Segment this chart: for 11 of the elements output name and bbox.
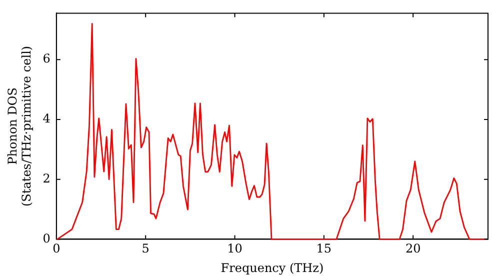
y-tick-label: 6 bbox=[42, 52, 50, 66]
x-tick-label: 0 bbox=[52, 242, 60, 256]
y-tick-label: 2 bbox=[42, 171, 50, 186]
y-axis-title: Phonon DOS (States/THz·primitive cell) bbox=[5, 46, 34, 207]
x-axis-title: Frequency (THz) bbox=[220, 260, 324, 275]
x-tick-label: 20 bbox=[405, 242, 421, 256]
x-tick-label: 5 bbox=[142, 242, 150, 256]
x-tick-label: 10 bbox=[227, 242, 242, 256]
y-tick-label: 4 bbox=[42, 112, 51, 126]
y-tick-label: 0 bbox=[42, 231, 50, 246]
x-tick-label: 15 bbox=[316, 242, 332, 256]
